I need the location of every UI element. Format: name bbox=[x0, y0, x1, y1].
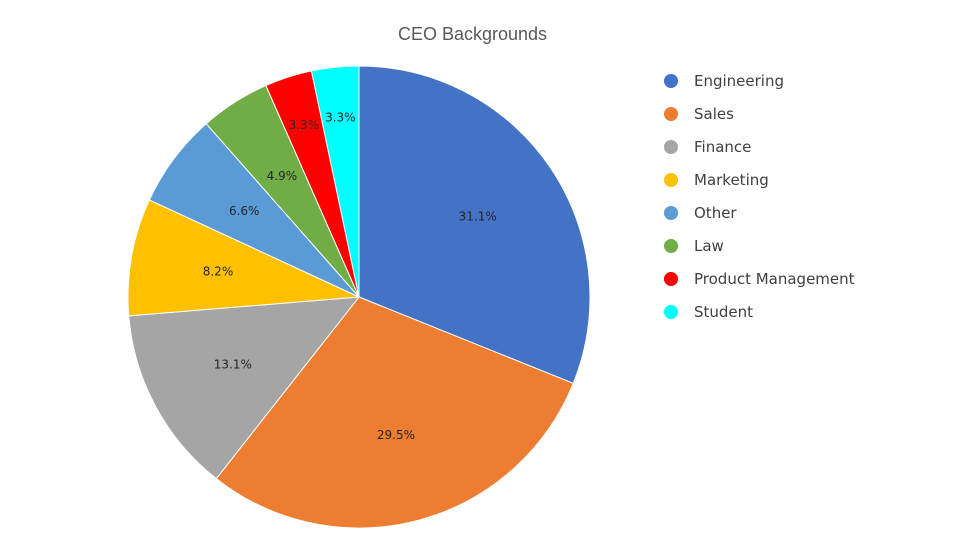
legend-item-engineering: Engineering bbox=[664, 64, 855, 97]
legend-swatch-marketing bbox=[664, 172, 678, 187]
legend-swatch-law bbox=[664, 238, 678, 253]
legend-item-marketing: Marketing bbox=[664, 163, 855, 196]
legend-label: Product Management bbox=[694, 269, 855, 288]
data-label-marketing: 8.2% bbox=[203, 264, 234, 278]
legend-item-student: Student bbox=[664, 295, 855, 328]
legend-label: Engineering bbox=[694, 71, 784, 90]
data-label-sales: 29.5% bbox=[377, 428, 415, 442]
data-label-engineering: 31.1% bbox=[459, 209, 497, 223]
legend-item-law: Law bbox=[664, 229, 855, 262]
data-label-other: 6.6% bbox=[229, 204, 260, 218]
legend-label: Student bbox=[694, 302, 754, 321]
legend-item-product-management: Product Management bbox=[664, 262, 855, 295]
legend-swatch-sales bbox=[664, 106, 678, 121]
legend-label: Other bbox=[694, 203, 737, 222]
legend-swatch-other bbox=[664, 205, 678, 220]
legend-label: Finance bbox=[694, 137, 752, 156]
legend-label: Sales bbox=[694, 104, 734, 123]
legend-item-sales: Sales bbox=[664, 97, 855, 130]
pie-slice-finance bbox=[128, 296, 361, 480]
pie-slice-student bbox=[310, 65, 360, 298]
legend-item-finance: Finance bbox=[664, 130, 855, 163]
legend-swatch-product-management bbox=[664, 271, 678, 286]
chart-legend: Engineering Sales Finance Marketing Other Law… bbox=[664, 64, 855, 328]
chart-title: CEO Backgrounds bbox=[397, 24, 548, 44]
pie-slice-marketing bbox=[127, 199, 361, 317]
legend-swatch-student bbox=[664, 304, 678, 319]
pie-data-labels: 31.1% 29.5% 13.1% 8.2% 6.6% 4.9% 3.3% 3.3% bbox=[203, 110, 497, 442]
legend-swatch-finance bbox=[664, 139, 678, 154]
legend-item-other: Other bbox=[664, 196, 855, 229]
pie-slices bbox=[127, 65, 591, 529]
data-label-student: 3.3% bbox=[325, 110, 356, 124]
pie-slice-engineering bbox=[358, 65, 591, 385]
data-label-product-management: 3.3% bbox=[289, 118, 320, 132]
data-label-finance: 13.1% bbox=[214, 357, 252, 371]
legend-label: Marketing bbox=[694, 170, 769, 189]
legend-label: Law bbox=[694, 236, 724, 255]
legend-swatch-engineering bbox=[664, 73, 678, 88]
pie-slice-sales bbox=[215, 296, 574, 529]
data-label-law: 4.9% bbox=[267, 169, 298, 183]
